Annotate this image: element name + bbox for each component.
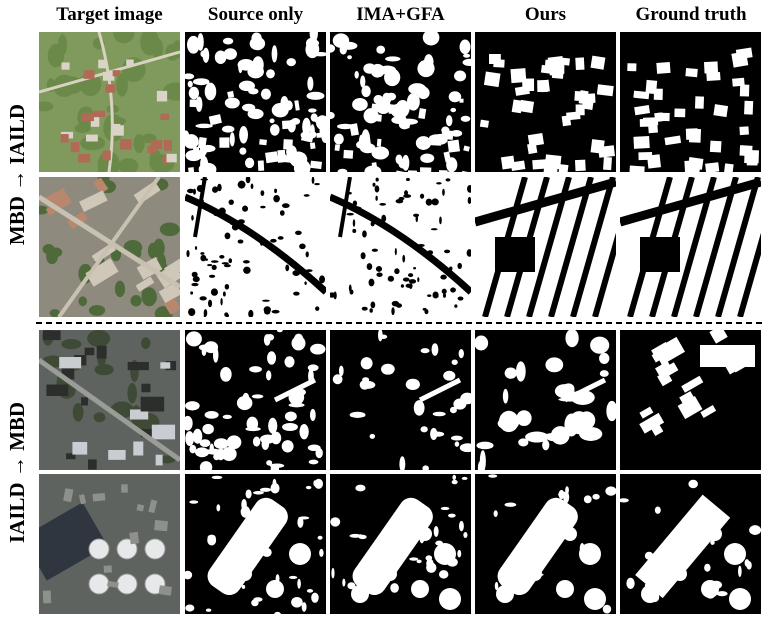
tile-imagfa-row-2 (330, 177, 471, 317)
segmentation-mask (185, 177, 326, 317)
segmentation-mask (330, 177, 471, 317)
segmentation-mask (185, 32, 326, 172)
aerial-photo (39, 32, 180, 172)
segmentation-mask (330, 330, 471, 470)
segmentation-mask (185, 474, 326, 614)
column-header-ours: Ours (524, 4, 567, 25)
tile-source-row-4 (185, 474, 326, 614)
segmentation-mask (620, 474, 761, 614)
tile-target-row-2 (39, 177, 180, 317)
tile-gt-row-1 (620, 32, 761, 172)
aerial-photo (39, 474, 180, 614)
segmentation-mask (620, 177, 761, 317)
aerial-photo (39, 177, 180, 317)
tile-target-row-1 (39, 32, 180, 172)
tile-gt-row-4 (620, 474, 761, 614)
tile-imagfa-row-3 (330, 330, 471, 470)
tile-source-row-3 (185, 330, 326, 470)
segmentation-mask (620, 32, 761, 172)
tile-target-row-3 (39, 330, 180, 470)
segmentation-mask (475, 177, 616, 317)
segmentation-mask (330, 32, 471, 172)
tile-ours-row-3 (475, 330, 616, 470)
tile-ours-row-4 (475, 474, 616, 614)
tile-gt-row-2 (620, 177, 761, 317)
group-divider (36, 322, 762, 324)
group-label-iaild-to-mbd: IAILD → MBD (5, 401, 30, 543)
tile-gt-row-3 (620, 330, 761, 470)
tile-source-row-2 (185, 177, 326, 317)
segmentation-mask (330, 474, 471, 614)
segmentation-mask (475, 474, 616, 614)
tile-imagfa-row-1 (330, 32, 471, 172)
column-header-ima-gfa: IMA+GFA (356, 4, 445, 25)
tile-source-row-1 (185, 32, 326, 172)
column-header-ground-truth: Ground truth (635, 4, 747, 25)
tile-imagfa-row-4 (330, 474, 471, 614)
column-header-source-only: Source only (207, 4, 304, 25)
tile-ours-row-2 (475, 177, 616, 317)
aerial-photo (39, 330, 180, 470)
segmentation-mask (475, 330, 616, 470)
group-label-mbd-to-iaild: MBD → IAILD (5, 103, 30, 245)
segmentation-mask (475, 32, 616, 172)
segmentation-mask (620, 330, 761, 470)
tile-target-row-4 (39, 474, 180, 614)
tile-ours-row-1 (475, 32, 616, 172)
column-header-target-image: Target image (56, 4, 163, 25)
segmentation-mask (185, 330, 326, 470)
